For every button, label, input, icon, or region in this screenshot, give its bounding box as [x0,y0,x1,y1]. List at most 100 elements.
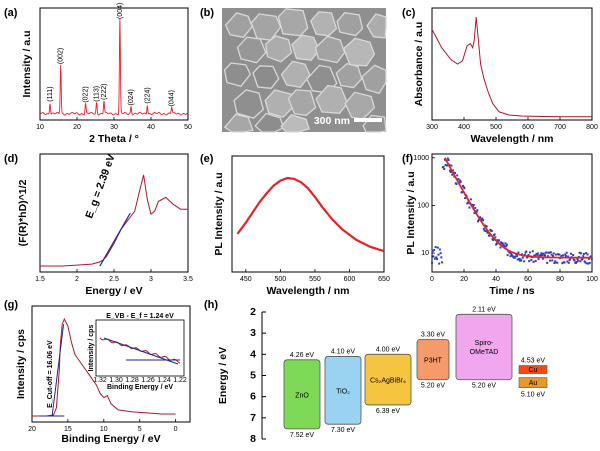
trpl-data-point [495,243,498,246]
x-tick-label: 650 [378,276,390,283]
peak-label: (222) [101,83,108,99]
trpl-data-point [561,262,564,265]
top-level-label: 3.30 eV [421,332,445,339]
trpl-data-point [581,258,584,261]
trpl-data-point [513,256,516,259]
trpl-data-point [502,243,505,246]
x-tick-label: 100 [586,276,598,283]
trpl-data-point [525,250,528,253]
trpl-data-point [485,230,487,233]
panel-e: 450 500 550 600 650 Wavelength / nm PL Intensi… [213,155,390,297]
trpl-data-point [530,258,533,261]
trpl-data-point [580,252,583,255]
trpl-data-point [564,254,567,257]
y-axis-label: Absorbance / a.u [413,22,425,107]
trpl-data-point [505,243,508,246]
trpl-data-point [528,251,531,254]
trpl-data-point [476,209,479,212]
trpl-data-point [440,256,443,259]
panel-label-b: (b) [200,7,214,19]
panel-label-f: (f) [402,153,413,165]
inset-x-tick-label: 1.24 [157,377,171,384]
cu-electrode-box [518,365,548,374]
inset-y-axis-label: Intensity / cps [88,325,95,372]
trpl-data-point [444,163,447,166]
y-axis-label: PL Intensity / a.u [213,172,225,255]
y-tick-label: 2 [250,306,256,318]
x-tick-label: 5 [138,426,142,433]
panel-f: 0 20 40 60 80 100 10 100 1000 Time / ns PL Intensi… [405,153,598,297]
trpl-data-point [479,216,482,219]
cu-level-label: 4.53 eV [521,358,545,365]
layer-name: ZnO [295,392,309,399]
sem-grain [224,12,253,39]
trpl-data-point [518,257,521,260]
trpl-data-point [468,206,471,209]
trpl-data-point [590,257,593,260]
au-label: Au [529,380,538,387]
cu-label: Cu [529,367,538,374]
peak-label: (224) [144,87,151,103]
sem-grain [264,35,293,63]
sem-grain [314,35,346,64]
trpl-data-point [434,246,437,249]
trpl-data-point [541,257,544,260]
scale-bar [354,118,382,122]
trpl-data-point [435,256,438,259]
y-axis-label: (F(R)*hD)^1/2 [17,179,29,246]
trpl-data-point [533,254,536,257]
trpl-data-point [477,218,480,221]
trpl-data-point [540,252,543,255]
trpl-data-point [454,172,457,175]
trpl-data-point [439,252,442,255]
trpl-data-point [560,254,563,257]
trpl-data-point [472,203,475,206]
trpl-data-point [474,206,477,209]
x-tick-label: 3.5 [183,276,193,283]
inset-x-axis-label: Binding Energy / eV [107,384,173,391]
y-tick-label: 7 [250,412,256,424]
trpl-data-point [587,262,590,265]
trpl-data-point [526,256,529,259]
x-tick-label: 60 [524,276,532,283]
y-axis-label: Energy / eV [217,347,229,404]
x-tick-label: 400 [458,124,470,131]
top-level-label: 4.26 eV [290,352,314,359]
trpl-data-point [490,229,493,232]
trpl-data-point [461,184,464,187]
ups-inset: E_VB - E_f = 1.24 eV 1.32 1.30 1.28 1.26 1.24… [88,313,187,391]
trpl-fit-line [444,157,592,259]
trpl-data-point [563,261,566,264]
trpl-data-point [457,178,460,181]
trpl-data-point [438,262,441,265]
trpl-data-point [567,261,570,264]
trpl-data-point [551,259,554,262]
trpl-data-point [586,253,589,256]
trpl-data-point [473,212,476,215]
trpl-data-point [497,239,500,242]
trpl-data-point [520,259,523,262]
x-axis-label: Wavelength / nm [266,285,349,297]
trpl-data-point [549,251,552,254]
tauc-series-line [40,174,188,267]
bottom-level-label: 6.39 eV [376,408,400,415]
trpl-data-point [462,185,465,188]
peak-label: (044) [169,90,176,106]
trpl-data-point [482,227,485,230]
panel-label-d: (d) [4,153,18,165]
peak-label: (002) [58,48,65,64]
x-tick-label: 20 [73,124,81,131]
energy-level-box [324,356,362,425]
trpl-data-point [519,258,522,261]
trpl-data-point [438,248,441,251]
trpl-data-point [484,224,487,227]
x-axis-label: Energy / eV [85,285,142,297]
trpl-data-point [545,251,548,254]
panel-g: 20 15 10 5 0 E_Cut-off = 16.06 eV Binding Ener… [15,305,191,445]
panel-a: 10 20 30 40 50 (111) (002) (022) (113) (222) (004)… [21,3,192,145]
trpl-data-point [567,255,570,258]
trpl-data-point [436,258,439,261]
trpl-data-point [518,259,521,262]
y-axis-label: PL Intensity / a.u [405,171,417,254]
peak-label: (022) [83,86,90,102]
